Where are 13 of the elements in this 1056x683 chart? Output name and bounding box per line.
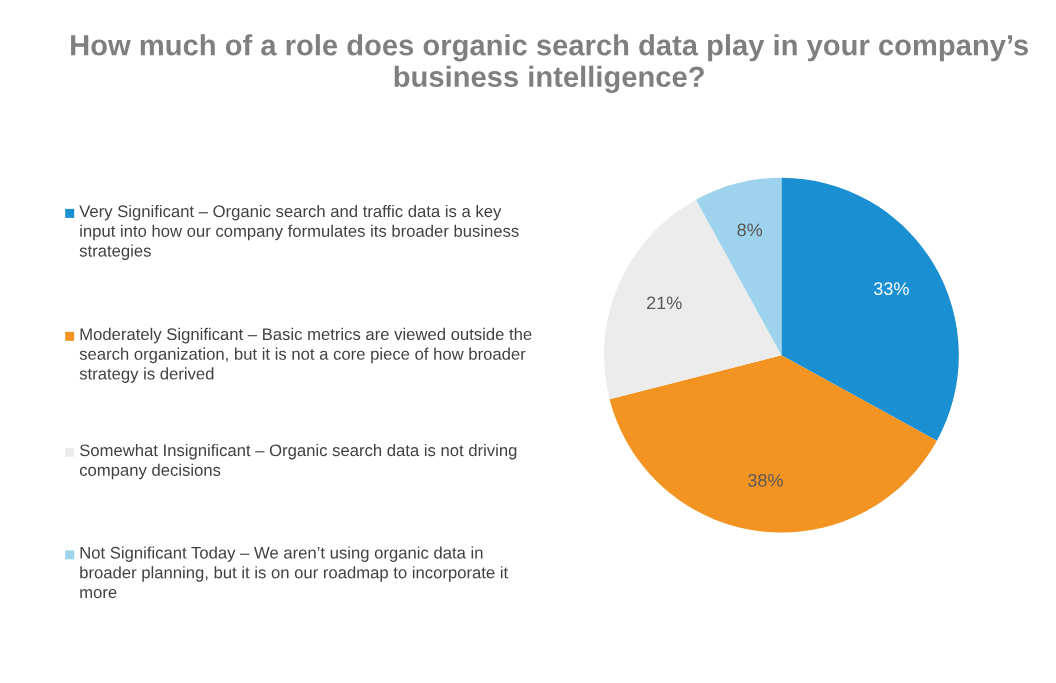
legend-label: Somewhat Insignificant – Organic search data is not driving company decisions: [79, 443, 517, 480]
pie-slice: [695, 177, 782, 356]
chart-title: How much of a role does organic search data play in your company’s business intelligence?: [71, 34, 1028, 94]
pie-slice: [781, 177, 959, 441]
data-label: 38%: [748, 473, 783, 487]
legend-label: Not Significant Today – We aren’t using organic data in broader planning, but it is on our roadmap to incorporate it more: [80, 546, 509, 599]
pie-slice: [609, 355, 937, 533]
pie-slice: [604, 199, 782, 400]
data-label: 21%: [647, 296, 682, 310]
legend-label: Very Significant – Organic search and traffic data is a key input into how our company formulates its broader business strategies: [79, 204, 519, 260]
data-label: 8%: [737, 223, 763, 237]
data-label: 33%: [874, 282, 909, 295]
legend-label: Moderately Significant – Basic metrics are viewed outside the search organization, but it is not a core piece of how broader strategy is derived: [79, 327, 532, 383]
